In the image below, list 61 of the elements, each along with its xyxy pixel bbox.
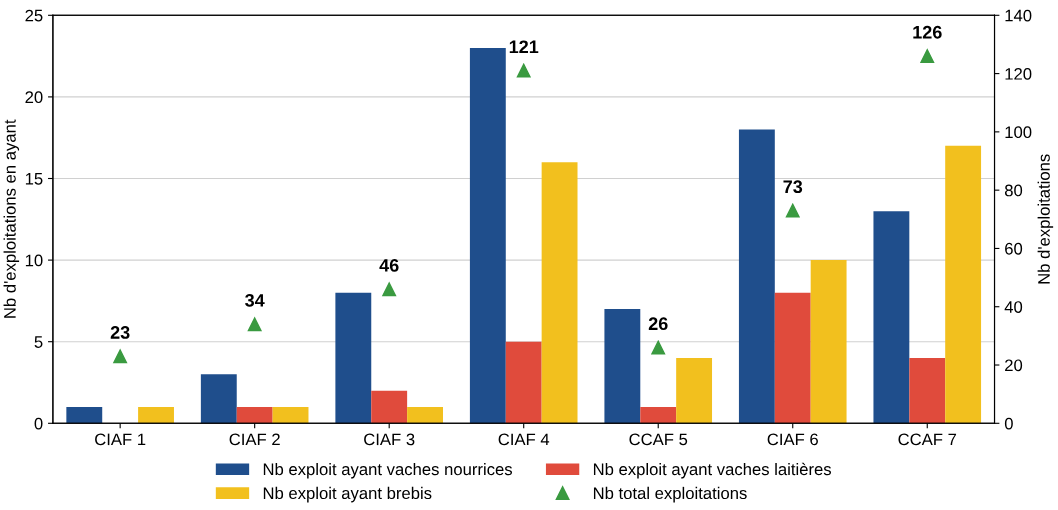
x-tick-label: CIAF 3 — [364, 433, 415, 446]
bar — [371, 390, 408, 424]
data-label: 73 — [783, 180, 803, 194]
bar — [236, 406, 273, 424]
data-label: 34 — [245, 293, 265, 307]
point — [247, 317, 262, 332]
legend-label: Nb exploit ayant vaches laitières — [593, 462, 832, 479]
bar — [469, 47, 506, 424]
y2-tick-label: 140 — [1005, 9, 1032, 22]
data-label: 23 — [110, 326, 130, 339]
y2-tick-label: 120 — [1005, 67, 1032, 80]
legend-label: Nb exploit ayant vaches nourrices — [263, 462, 513, 479]
legend-label: Nb exploit ayant brebis — [263, 486, 432, 503]
x-tick-label: CIAF 4 — [498, 433, 550, 446]
data-label: 121 — [509, 40, 539, 54]
y-tick-label: 0 — [34, 417, 43, 430]
x-tick-label: CIAF 1 — [95, 433, 146, 446]
bar — [774, 292, 811, 424]
y2-tick-label: 80 — [1004, 184, 1023, 197]
y2-tick-label: 0 — [1004, 417, 1013, 430]
y2-tick-label: 100 — [1005, 126, 1032, 139]
bar — [200, 374, 237, 424]
y2-axis-title: Nb d'exploitations — [1037, 154, 1054, 284]
bar — [66, 406, 103, 424]
y2-tick-label: 60 — [1005, 242, 1023, 255]
x-tick-label: CIAF 2 — [229, 433, 280, 446]
bar — [873, 211, 910, 424]
y-tick-label: 5 — [34, 336, 43, 348]
y2-tick-label: 20 — [1005, 359, 1023, 372]
bar — [407, 406, 443, 424]
bar — [738, 129, 775, 424]
y-tick-label: 15 — [25, 173, 43, 185]
point — [785, 203, 800, 218]
bar — [272, 406, 309, 424]
data-label: 46 — [379, 259, 399, 272]
point — [920, 49, 935, 64]
data-label: 126 — [913, 25, 942, 39]
bar — [604, 309, 641, 424]
bar — [810, 260, 847, 424]
data-label: 26 — [648, 317, 668, 331]
point — [651, 340, 666, 355]
y2-tick-label: 40 — [1004, 301, 1023, 313]
bar — [640, 406, 677, 424]
point — [113, 349, 128, 364]
bar — [138, 406, 174, 424]
x-tick-label: CCAF 5 — [629, 433, 688, 446]
bar — [945, 145, 982, 424]
bar — [505, 341, 542, 424]
bar — [335, 292, 372, 424]
y-tick-label: 20 — [25, 91, 43, 104]
bar — [676, 358, 713, 424]
x-tick-label: CCAF 7 — [898, 433, 957, 446]
bar — [541, 162, 578, 424]
x-tick-label: CIAF 6 — [767, 433, 818, 446]
point — [382, 282, 397, 297]
y-tick-label: 25 — [25, 9, 43, 22]
legend-label: Nb total exploitations — [593, 486, 747, 503]
bar — [909, 358, 946, 424]
point — [516, 63, 531, 78]
y-axis-title: Nb d'exploitations en ayant — [3, 119, 20, 318]
y-tick-label: 10 — [25, 254, 43, 267]
